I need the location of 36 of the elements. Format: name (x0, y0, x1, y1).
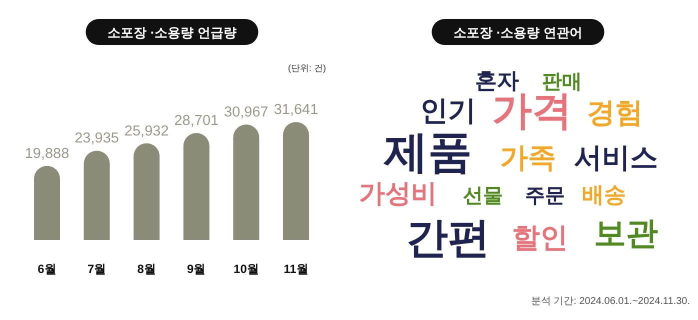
category-label: 인기 (420, 95, 476, 126)
data-label: 31,641 (274, 102, 318, 118)
text: 분석 기간: 2024.06.01.~2024.11.30. (530, 296, 690, 307)
x-tick-label: 10월 (234, 262, 259, 276)
x-tick-label: 8월 (137, 262, 156, 276)
category-label: 경험 (587, 97, 643, 128)
category-label: 가성비 (359, 178, 437, 208)
bar (283, 122, 309, 240)
category-label: 할인 (512, 222, 568, 253)
chart-title: 소포장 ·소용량 언급량 (108, 25, 236, 40)
data-label: 25,932 (124, 123, 169, 140)
bar (134, 143, 160, 240)
category-label: 간편 (406, 214, 490, 261)
bar (34, 166, 60, 240)
category-label: 제품 (383, 128, 472, 177)
category-label: 혼자 (475, 68, 519, 93)
category-label: 판매 (542, 71, 582, 93)
bar (84, 150, 110, 240)
text: 소포장 ·소용량 연관어 (454, 25, 582, 40)
x-tick-label: 6월 (38, 262, 56, 276)
data-label: 28,701 (174, 112, 219, 129)
x-tick-label: 7월 (87, 262, 106, 276)
data-label: 23,935 (74, 130, 119, 147)
bar (183, 132, 210, 240)
x-tick-label: 11월 (284, 262, 308, 276)
category-label: 선물 (463, 185, 503, 207)
category-label: 보관 (594, 215, 658, 251)
category-label: 서비스 (574, 142, 658, 173)
category-label: 배송 (582, 182, 626, 207)
data-label: 19,888 (24, 146, 70, 162)
text: (단위: 건) (288, 63, 326, 73)
x-tick-label: 9월 (187, 262, 206, 276)
category-label: 가족 (500, 142, 556, 173)
category-label: 주문 (525, 185, 565, 207)
data-label: 30,967 (224, 104, 268, 121)
bar (233, 124, 260, 240)
